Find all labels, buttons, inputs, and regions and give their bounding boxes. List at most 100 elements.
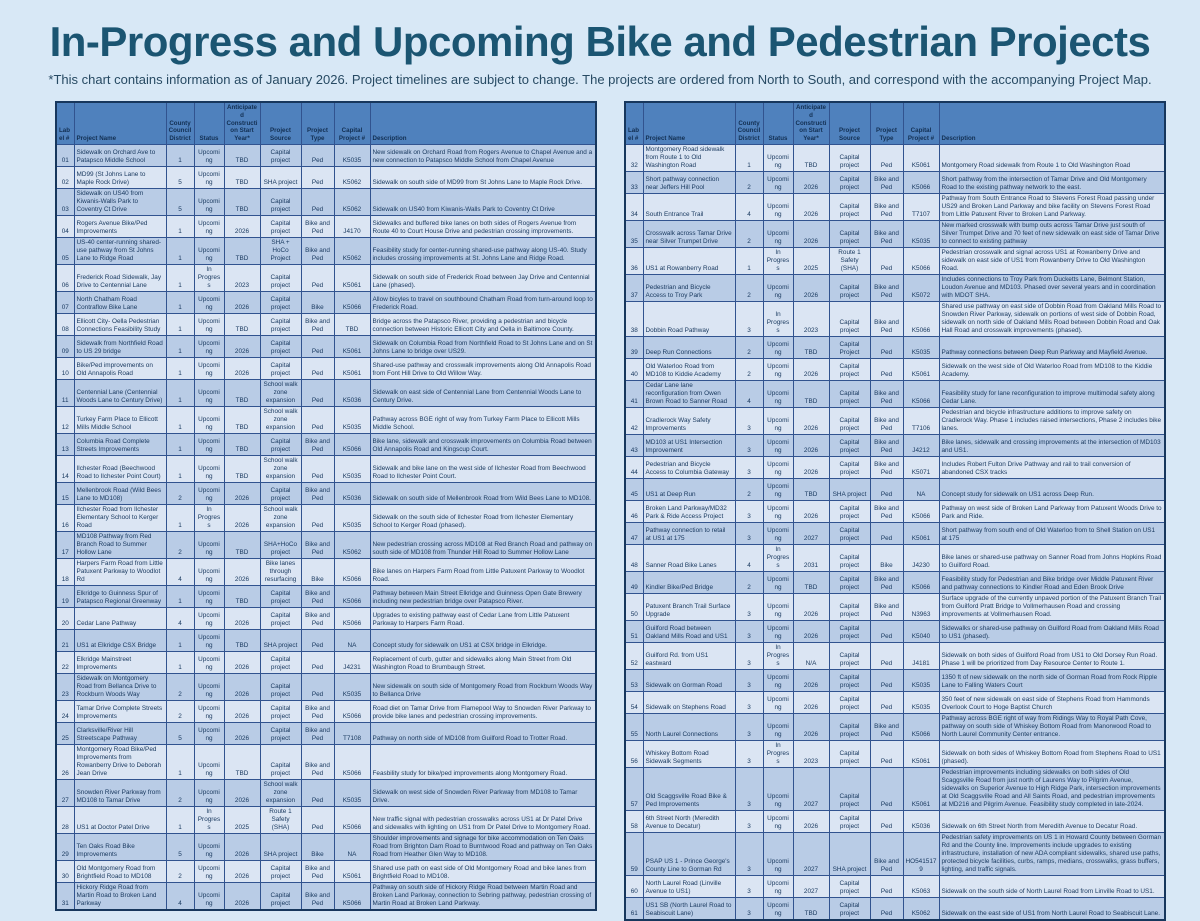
cell-name: Deep Run Connections — [642, 335, 736, 359]
cell-status: Upcoming — [762, 455, 794, 479]
cell-desc: Allow bicyles to travel on southbound Ch… — [369, 290, 597, 314]
cell-type: Bike and Ped — [869, 592, 904, 621]
cell-capital: K5066 — [902, 246, 940, 275]
cell-label: 61 — [624, 896, 644, 921]
cell-label: 45 — [624, 477, 644, 501]
cell-source: Capital project — [828, 896, 871, 921]
cell-year: 2026 — [223, 503, 261, 532]
cell-label: 26 — [55, 743, 75, 780]
cell-year: 2023 — [792, 300, 830, 337]
cell-district: 3 — [734, 896, 764, 921]
cell-status: Upcoming — [762, 570, 794, 594]
column-header: Project Name — [642, 101, 736, 145]
table-row: 29 Ten Oaks Road Bike Improvements 5 Upcomi… — [55, 832, 597, 861]
column-header: County Council District — [165, 101, 195, 145]
table-row: 41 Cedar Lane lane reconfiguration from O… — [624, 379, 1166, 408]
cell-district: 1 — [165, 805, 195, 834]
cell-district: 1 — [734, 246, 764, 275]
cell-label: 50 — [624, 592, 644, 621]
cell-name: MD103 at US1 Intersection Improvement — [642, 433, 736, 457]
cell-capital: J4230 — [902, 543, 940, 572]
cell-year: TBD — [223, 584, 261, 608]
cell-label: 13 — [55, 432, 75, 456]
cell-district: 3 — [734, 300, 764, 337]
cell-year: 2026 — [792, 690, 830, 714]
table-row: 52 Guilford Rd. from US1 eastward 3 In Prog… — [624, 641, 1166, 670]
cell-label: 43 — [624, 433, 644, 457]
cell-source: Capital project — [828, 766, 871, 811]
table-row: 05 US-40 center-running shared-use pathwa… — [55, 236, 597, 265]
table-row: 60 North Laurel Road (Linville Avenue to … — [624, 874, 1166, 898]
cell-source: Capital project — [828, 739, 871, 768]
cell-source: Capital project — [259, 584, 302, 608]
cell-desc: Sidewalk on south side of Frederick Road… — [369, 263, 597, 292]
cell-capital: K5036 — [333, 481, 371, 505]
cell-status: In Progress — [762, 246, 794, 275]
table-row: 36 US1 at Rowanberry Road 1 In Progress 2025… — [624, 246, 1166, 275]
cell-type: Bike and Ped — [300, 699, 335, 723]
table-row: 20 Cedar Lane Pathway 4 Upcoming 2026 Capital… — [55, 606, 597, 630]
cell-name: South Entrance Trail — [642, 192, 736, 221]
cell-district: 1 — [165, 356, 195, 380]
cell-district: 2 — [165, 481, 195, 505]
cell-label: 27 — [55, 778, 75, 807]
cell-desc: Bike lane, sidewalk and crosswalk improv… — [369, 432, 597, 456]
cell-name: Harpers Farm Road from Little Patuxent P… — [73, 557, 167, 586]
cell-status: Upcoming — [193, 356, 225, 380]
cell-name: Kindler Bike/Ped Bridge — [642, 570, 736, 594]
cell-type: Ped — [300, 405, 335, 434]
cell-source: Capital project — [259, 290, 302, 314]
cell-source: Capital project — [259, 859, 302, 883]
cell-status: Upcoming — [193, 214, 225, 238]
cell-name: Sidewalk on Montgomery Road from Bellanc… — [73, 672, 167, 701]
cell-label: 51 — [624, 619, 644, 643]
cell-capital: K5061 — [902, 739, 940, 768]
table-row: 07 North Chatham Road Contraflow Bike Lan… — [55, 290, 597, 314]
cell-capital: K5066 — [333, 606, 371, 630]
cell-name: Guilford Rd. from US1 eastward — [642, 641, 736, 670]
cell-desc: Sidewalk on the east side of US1 from No… — [938, 896, 1166, 921]
cell-desc: Sidewalk on both sides of Guilford Road … — [938, 641, 1166, 670]
cell-desc: Sidewalk on the west side of Old Waterlo… — [938, 357, 1166, 381]
cell-label: 23 — [55, 672, 75, 701]
column-header: Capital Project # — [333, 101, 371, 145]
cell-type: Bike and Ped — [869, 570, 904, 594]
cell-status: Upcoming — [193, 557, 225, 586]
cell-status: In Progress — [762, 300, 794, 337]
cell-capital: K5062 — [333, 236, 371, 265]
cell-label: 06 — [55, 263, 75, 292]
cell-district: 4 — [165, 606, 195, 630]
table-row: 01 Sidewalk on Orchard Ave to Patapsco Mi… — [55, 143, 597, 167]
cell-name: 6th Street North (Meredith Avenue to Dec… — [642, 809, 736, 833]
cell-type: Bike and Ped — [300, 584, 335, 608]
cell-district: 3 — [734, 809, 764, 833]
cell-status: Upcoming — [193, 334, 225, 358]
cell-name: Mellenbrook Road (Wild Bees Lane to MD10… — [73, 481, 167, 505]
cell-status: Upcoming — [762, 192, 794, 221]
cell-district: 4 — [165, 557, 195, 586]
cell-district: 3 — [734, 641, 764, 670]
cell-year: 2026 — [792, 499, 830, 523]
table-row: 10 Bike/Ped improvements on Old Annapolis… — [55, 356, 597, 380]
cell-capital: K5066 — [333, 699, 371, 723]
cell-capital: K5035 — [333, 454, 371, 483]
cell-district: 1 — [165, 290, 195, 314]
cell-name: Sidewalk on US40 from Kiwanis-Walls Park… — [73, 187, 167, 216]
cell-label: 28 — [55, 805, 75, 834]
cell-name: Ilchester Road (Beechwood Road to Ilches… — [73, 454, 167, 483]
cell-source: School walk zone expansion — [259, 378, 302, 407]
table-row: 48 Sanner Road Bike Lanes 4 In Progress 2031… — [624, 543, 1166, 572]
cell-name: Broken Land Parkway/MD32 Park & Ride Acc… — [642, 499, 736, 523]
cell-name: North Laurel Connections — [642, 712, 736, 741]
cell-type: Bike and Ped — [300, 721, 335, 745]
cell-desc: Upgrades to existing pathway east of Ced… — [369, 606, 597, 630]
cell-district: 1 — [165, 143, 195, 167]
cell-name: PSAP US 1 - Prince George's County Line … — [642, 831, 736, 876]
cell-year: 2026 — [792, 455, 830, 479]
cell-district: 5 — [165, 832, 195, 861]
cell-year: 2025 — [223, 805, 261, 834]
cell-status: Upcoming — [762, 619, 794, 643]
cell-label: 49 — [624, 570, 644, 594]
table-row: 49 Kindler Bike/Ped Bridge 2 Upcoming TBD Cap… — [624, 570, 1166, 594]
cell-desc: 1350 ft of new sidewalk on the north sid… — [938, 668, 1166, 692]
